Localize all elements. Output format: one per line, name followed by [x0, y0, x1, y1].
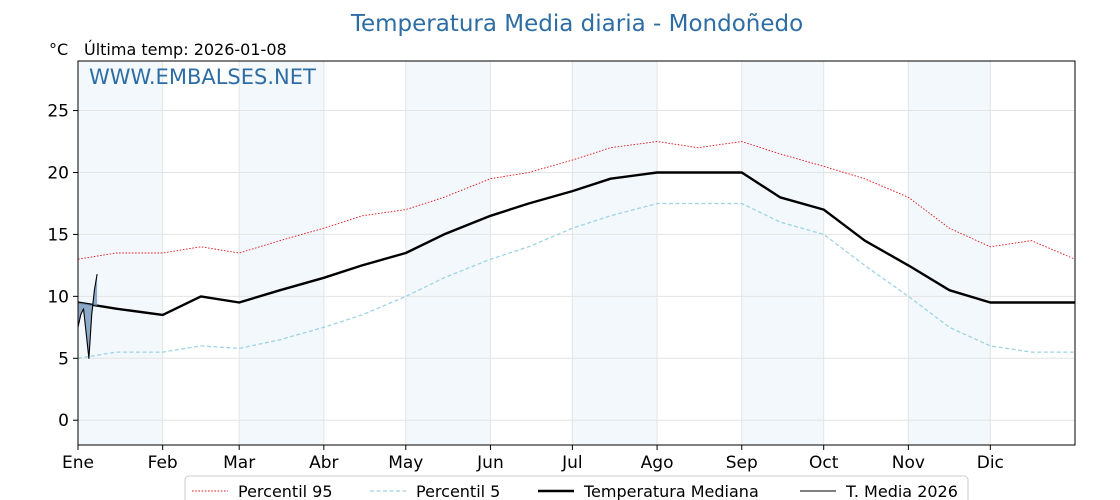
y-tick-label: 15	[47, 225, 69, 245]
x-tick-label: Oct	[809, 453, 839, 473]
x-tick-label: Feb	[148, 453, 178, 473]
legend-label-percentil-95: Percentil 95	[238, 482, 333, 500]
y-axis: 0 5 10 15 20 25	[47, 102, 78, 431]
legend: Percentil 95 Percentil 5 Temperatura Media…	[184, 475, 969, 500]
series-layer	[77, 141, 1076, 359]
legend-label-t-media-2026: T. Media 2026	[845, 482, 958, 500]
legend-label-percentil-5: Percentil 5	[416, 482, 500, 500]
month-band-sep	[741, 61, 824, 445]
legend-box	[184, 475, 969, 500]
y-tick-label: 5	[58, 349, 69, 369]
series-line-t-media-2026	[77, 274, 98, 359]
series-line-temperatura-mediana	[77, 171, 1075, 317]
series-fill-t-media-2026	[78, 274, 98, 359]
month-band-may	[405, 61, 491, 445]
month-band-nov	[908, 61, 991, 445]
x-tick-label: Ene	[62, 453, 94, 473]
x-tick-label: Abr	[309, 453, 338, 473]
x-tick-label: Jun	[476, 453, 504, 473]
x-tick-label: Nov	[892, 453, 925, 473]
month-bands	[78, 61, 991, 445]
y-tick-label: 0	[58, 411, 69, 431]
month-band-jul	[572, 61, 658, 445]
x-tick-label: May	[388, 453, 423, 473]
x-tick-label: Jul	[561, 453, 583, 473]
x-tick-label: Sep	[726, 453, 758, 473]
series-line-percentil-5	[77, 202, 1075, 359]
last-temp-label: Última temp: 2026-01-08	[84, 40, 287, 59]
y-unit-label: °C	[49, 40, 68, 59]
x-tick-label: Dic	[977, 453, 1004, 473]
month-band-mar	[239, 61, 324, 445]
y-tick-label: 20	[47, 163, 69, 183]
chart-title: Temperatura Media diaria - Mondoñedo	[350, 11, 803, 37]
y-tick-label: 10	[47, 287, 69, 307]
watermark: WWW.EMBALSES.NET	[89, 65, 316, 89]
x-tick-label: Ago	[641, 453, 674, 473]
y-tick-label: 25	[47, 102, 69, 122]
series-line-percentil-95	[77, 141, 1076, 260]
x-axis: Ene Feb Mar Abr May Jun Jul Ago Sep Oct Nov Dic	[62, 445, 1004, 473]
legend-label-temperatura-mediana: Temperatura Mediana	[583, 482, 759, 500]
plot-frame	[77, 60, 1076, 446]
x-tick-label: Mar	[223, 453, 255, 473]
